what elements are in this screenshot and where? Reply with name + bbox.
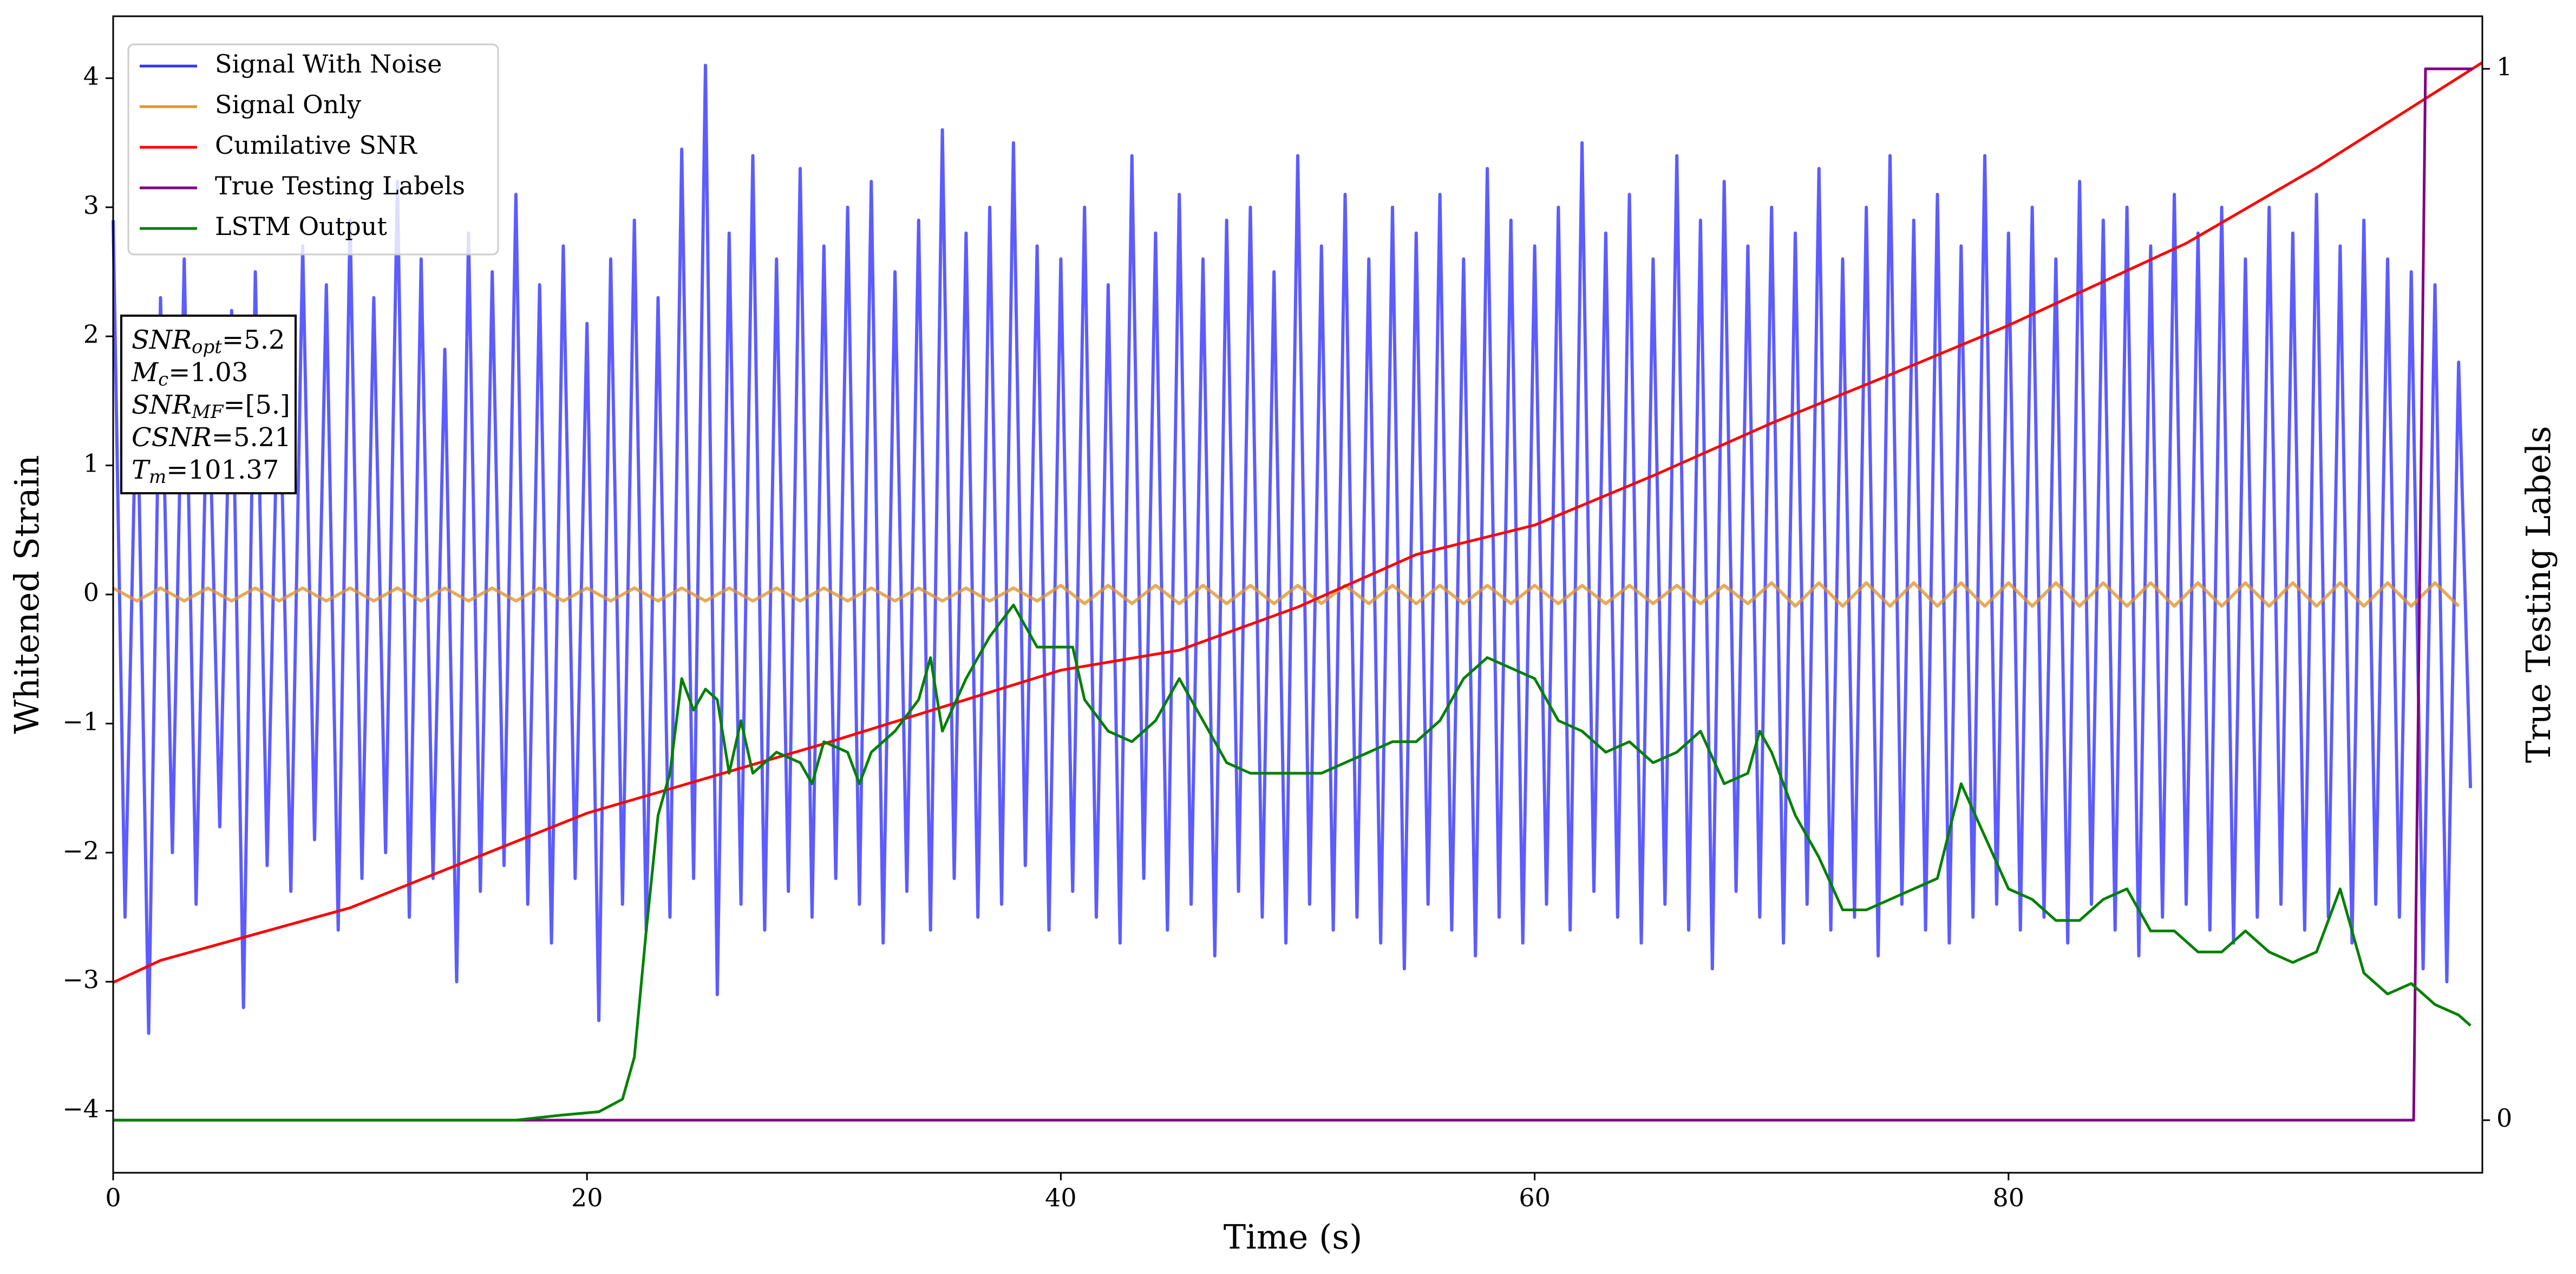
legend-frame [127, 43, 499, 256]
annotation-symbol: M [131, 357, 159, 388]
y-tick-label: 4 [83, 61, 99, 90]
annotation-subscript: MF [191, 401, 224, 423]
y-tick-label: 3 [83, 191, 99, 220]
y-tick-label: −2 [62, 836, 99, 865]
annotation-value: =5.2 [222, 325, 285, 355]
annotation-value: =[5.] [223, 390, 290, 420]
legend-label: Signal With Noise [215, 49, 442, 79]
legend-label: Signal Only [215, 90, 361, 119]
y-tick-label: −3 [62, 965, 99, 994]
x-tick-label: 40 [1045, 1183, 1077, 1212]
y2-tick-label: 1 [2496, 52, 2512, 81]
y-tick-label: 2 [83, 319, 99, 349]
x-tick-label: 0 [105, 1183, 121, 1212]
legend-label: LSTM Output [215, 212, 387, 241]
y2-axis-label: True Testing Labels [2519, 426, 2558, 763]
legend: Signal With Noise Signal Only Cumilative S… [127, 43, 499, 256]
annotation-subscript: c [158, 369, 168, 390]
annotation-value: =101.37 [166, 455, 279, 485]
y-axis-label: Whitened Strain [7, 455, 47, 734]
series-line [113, 603, 2472, 1122]
x-axis-label: Time (s) [1224, 1217, 1363, 1257]
annotation-line: Mc=1.03 [131, 357, 248, 391]
y-tick-label: 1 [83, 449, 99, 478]
annotation-line: Tm=101.37 [132, 455, 279, 488]
series-line [112, 581, 2460, 608]
x-tick-label: 20 [571, 1183, 603, 1212]
series-line [112, 63, 2473, 1035]
y2-tick-label: 0 [2496, 1103, 2512, 1133]
annotation-box: SNRopt=5.2Mc=1.03SNRMF=[5.]CSNR=5.21Tm=1… [120, 315, 297, 494]
annotation-line: CSNR=5.21 [132, 422, 291, 453]
annotation-value: =5.21 [212, 422, 291, 453]
annotation-line: SNRopt=5.2 [132, 325, 285, 358]
annotation-symbol: SNR [132, 325, 192, 355]
annotation-symbol: CSNR [132, 422, 212, 453]
y-tick-label: 0 [83, 578, 99, 607]
series-line [112, 61, 2483, 984]
legend-label: True Testing Labels [215, 171, 465, 200]
x-tick-label: 60 [1519, 1183, 1551, 1212]
y-tick-label: −1 [62, 707, 99, 736]
annotation-line: SNRMF=[5.] [132, 390, 290, 423]
y-tick-label: −4 [62, 1094, 99, 1123]
annotation-subscript: m [149, 466, 166, 488]
annotation-subscript: opt [192, 336, 222, 358]
plot-area [112, 61, 2483, 1122]
series-line [113, 67, 2473, 1122]
x-tick-label: 80 [1993, 1183, 2025, 1212]
annotation-symbol: T [132, 455, 151, 485]
legend-label: Cumilative SNR [215, 130, 417, 160]
annotation-frame [120, 315, 297, 494]
annotation-value: =1.03 [168, 357, 248, 388]
annotation-symbol: SNR [132, 390, 192, 420]
